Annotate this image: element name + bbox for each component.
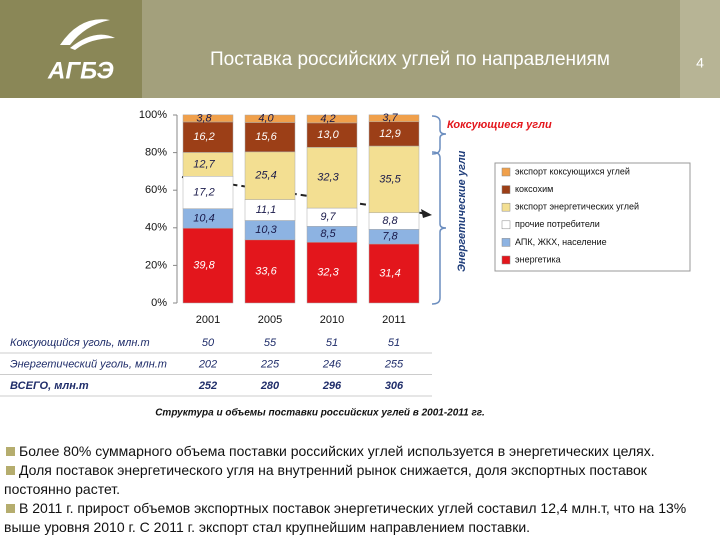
- bar-segment: [244, 239, 296, 304]
- bar-segment: [306, 114, 358, 124]
- logo: АГБЭ: [47, 57, 114, 84]
- table-cell: 255: [384, 358, 404, 370]
- value-label: 10,3: [255, 224, 277, 236]
- page-number: 4: [696, 55, 704, 71]
- legend: [494, 162, 691, 272]
- annotation: Энергетические угли: [456, 150, 468, 272]
- legend-swatch: [501, 220, 511, 230]
- table-cell: 246: [322, 358, 342, 370]
- value-label: 12,7: [193, 158, 215, 170]
- value-label: 11,1: [256, 204, 277, 216]
- row-label: ВСЕГО, млн.т: [10, 380, 89, 392]
- x-tick-label: 2001: [196, 314, 220, 326]
- arrow-head: [421, 209, 432, 218]
- slide-title: Поставка российских углей по направления…: [210, 49, 610, 70]
- row-label: Энергетический уголь, млн.т: [10, 358, 167, 370]
- logo-band: [0, 0, 142, 98]
- brace: [431, 115, 447, 155]
- title-band: [142, 0, 680, 98]
- value-label: 7,8: [382, 231, 398, 243]
- value-label: 35,5: [379, 173, 401, 185]
- brace: [431, 151, 447, 305]
- logo-icon: [60, 19, 115, 50]
- bullet: Доля поставок энергетического угля на вн…: [4, 461, 716, 499]
- table-cell: 252: [198, 380, 217, 392]
- value-label: 3,8: [196, 112, 212, 124]
- bullet: Более 80% суммарного объема поставки рос…: [4, 442, 716, 461]
- value-label: 10,4: [193, 212, 214, 224]
- bullet-list: Более 80% суммарного объема поставки рос…: [4, 442, 716, 537]
- table-cell: 51: [326, 337, 338, 349]
- chart: АГБЭ Поставка российских углей по направ…: [0, 0, 720, 419]
- bar-segment: [182, 114, 234, 123]
- x-tick-label: 2011: [382, 314, 406, 326]
- value-label: 39,8: [193, 259, 215, 271]
- bullet: В 2011 г. прирост объемов экспортных пос…: [4, 499, 716, 537]
- page-band: [680, 0, 720, 98]
- table-cell: 280: [260, 380, 280, 392]
- legend-label: экспорт энергетических углей: [515, 202, 639, 212]
- table-cell: 225: [260, 358, 280, 370]
- value-label: 31,4: [379, 267, 400, 279]
- row-label: Коксующийся уголь, млн.т: [10, 337, 150, 349]
- legend-swatch: [501, 238, 511, 247]
- table-cell: 296: [322, 380, 342, 392]
- value-label: 4,2: [320, 113, 335, 125]
- value-label: 25,4: [254, 170, 276, 182]
- legend-swatch: [501, 167, 511, 177]
- y-tick-label: 0%: [151, 297, 167, 309]
- legend-label: энергетика: [515, 254, 561, 264]
- bar-segment: [368, 145, 420, 214]
- value-label: 32,3: [317, 267, 339, 279]
- value-label: 17,2: [193, 186, 214, 198]
- value-label: 9,7: [320, 211, 336, 223]
- legend-swatch: [501, 255, 511, 265]
- y-tick-label: 60%: [145, 184, 167, 196]
- bar-segment: [368, 114, 420, 123]
- legend-label: экспорт коксующихся углей: [515, 166, 630, 176]
- value-label: 15,6: [255, 131, 277, 143]
- bar-segment: [368, 243, 420, 304]
- bar-segment: [306, 122, 358, 148]
- y-tick-label: 80%: [145, 147, 167, 159]
- legend-swatch: [501, 202, 511, 212]
- bar-segment: [368, 121, 420, 147]
- caption: Структура и объемы поставки российских у…: [155, 407, 485, 419]
- bar-segment: [244, 114, 296, 123]
- legend-swatch: [501, 185, 511, 194]
- legend-label: коксохим: [515, 184, 553, 194]
- table-cell: 51: [388, 337, 400, 349]
- legend-label: прочие потребители: [515, 219, 600, 229]
- value-label: 33,6: [255, 265, 277, 277]
- value-label: 3,7: [382, 112, 398, 124]
- table-cell: 55: [264, 337, 277, 349]
- bar-segment: [306, 147, 358, 209]
- value-label: 13,0: [317, 129, 339, 141]
- annotation: Коксующиеся угли: [447, 119, 552, 131]
- y-tick-label: 40%: [145, 222, 167, 234]
- table-cell: 50: [202, 337, 215, 349]
- table-cell: 202: [198, 358, 217, 370]
- bar-segment: [182, 176, 234, 209]
- legend-label: АПК, ЖКХ, население: [515, 237, 607, 247]
- value-label: 4,0: [258, 113, 274, 125]
- y-tick-label: 100%: [139, 109, 167, 121]
- value-label: 8,5: [320, 228, 336, 240]
- value-label: 32,3: [317, 172, 339, 184]
- x-tick-label: 2005: [258, 314, 282, 326]
- bar-segment: [182, 121, 234, 153]
- value-label: 16,2: [193, 131, 214, 143]
- table-cell: 306: [385, 380, 404, 392]
- y-tick-label: 20%: [145, 259, 167, 271]
- value-label: 8,8: [382, 215, 398, 227]
- value-label: 12,9: [379, 128, 400, 140]
- x-tick-label: 2010: [320, 314, 344, 326]
- bar-segment: [244, 151, 296, 200]
